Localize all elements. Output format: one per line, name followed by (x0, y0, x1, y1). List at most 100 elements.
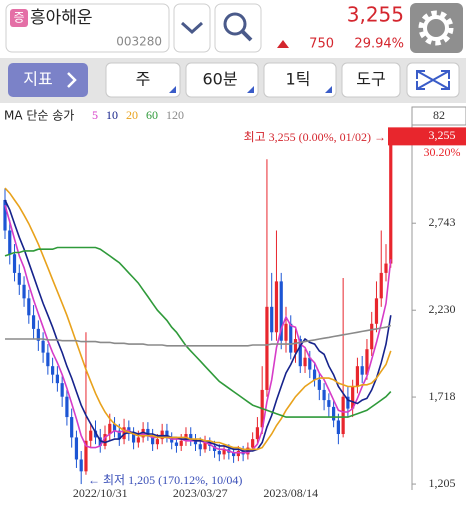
candle-body (232, 452, 236, 457)
last-change-label: 30.20% (424, 145, 461, 159)
candle-body (384, 263, 388, 273)
candle-body (22, 284, 26, 299)
candle-body (370, 323, 374, 350)
legend-entry: 10 (106, 108, 118, 122)
candle-body (193, 439, 198, 445)
ma-line (4, 199, 392, 452)
tools-button[interactable] (341, 62, 401, 98)
tools-label: 도구 (356, 70, 385, 89)
search-icon (223, 12, 247, 36)
corner-mark (247, 86, 254, 93)
y-tick-label: 1,718 (429, 389, 456, 403)
candle-body (117, 430, 121, 440)
candle-body (46, 352, 50, 367)
top-right-label: 82 (433, 108, 445, 122)
x-tick-label: 2023/08/14 (263, 486, 318, 500)
candle-body (293, 339, 298, 353)
period-button[interactable] (105, 62, 181, 98)
candle-body (351, 386, 355, 409)
candle-body (222, 449, 226, 455)
tick-button[interactable] (263, 62, 337, 98)
x-tick-label: 2022/10/31 (73, 486, 128, 500)
candle-body (31, 315, 36, 329)
corner-mark (325, 86, 332, 93)
candle-body (284, 323, 288, 341)
candle-body (217, 450, 221, 455)
candle-body (312, 369, 317, 380)
candle-body (317, 379, 321, 390)
candle-body (360, 366, 364, 375)
candle-body (289, 323, 293, 353)
last-price-label: 3,255 (429, 128, 456, 142)
indicator-label: 지표 (23, 70, 52, 89)
candle-body (346, 396, 350, 409)
candle-body (198, 444, 202, 450)
search-icon-handle (240, 29, 253, 42)
candle-body (112, 423, 117, 431)
candle-body (274, 281, 279, 333)
ma-line (4, 246, 392, 418)
candle-body (170, 437, 174, 443)
candle-body (189, 434, 193, 440)
change-rate: 29.94% (354, 37, 404, 52)
y-tick-label: 2,743 (429, 215, 456, 229)
badge: 증 (13, 11, 24, 25)
candle-body (79, 459, 83, 472)
candle-body (155, 439, 159, 445)
legend-entry: 5 (92, 108, 98, 122)
dropdown-button[interactable] (173, 3, 211, 53)
candle-body (17, 272, 21, 285)
candle-body (89, 430, 93, 441)
candle-body (298, 339, 302, 367)
candle-body (84, 440, 88, 472)
candle-body (322, 389, 326, 401)
candle-body (270, 306, 274, 333)
candle-body (341, 396, 345, 435)
candle-body (365, 349, 369, 375)
y-tick-label: 1,205 (429, 476, 456, 490)
candle-body (136, 437, 140, 443)
high-annotation: 최고 3,255 (0.00%, 01/02) → (244, 130, 386, 144)
candle-body (389, 136, 393, 264)
minute-button[interactable] (185, 62, 259, 98)
settings-button[interactable] (410, 3, 463, 53)
candle-body (55, 374, 59, 384)
candle-body (3, 199, 7, 231)
toolbar-buttons: 주 60분 1틱 도구 (105, 62, 460, 98)
period-label: 주 (136, 70, 151, 89)
candle-body (336, 420, 340, 435)
legend-entry: 20 (126, 108, 138, 122)
candle-body (308, 357, 312, 370)
candle-body (374, 298, 379, 324)
candle-body (255, 427, 260, 440)
gear-icon (423, 15, 449, 41)
candle-body (12, 254, 17, 273)
candle-body (355, 366, 360, 387)
indicator-button[interactable] (8, 63, 88, 97)
legend-entry: 60 (146, 108, 158, 122)
candle-body (74, 437, 79, 460)
indicator-arrow (67, 72, 77, 88)
last-price-box (388, 127, 466, 146)
tick-label: 1틱 (286, 70, 311, 89)
candle-body (203, 442, 207, 450)
stock-box[interactable] (5, 3, 170, 53)
candle-body (151, 435, 155, 445)
badge-bg (10, 9, 28, 27)
x-tick-label: 2023/03/27 (173, 486, 228, 500)
minute-label: 60분 (202, 70, 237, 89)
chevron-icon (180, 21, 204, 35)
search-button[interactable] (214, 3, 262, 53)
candle-body (8, 230, 12, 255)
candle-body (98, 437, 102, 446)
y-tick-label: 2,230 (429, 302, 456, 316)
candle-body (36, 328, 40, 341)
stock-name: 흥아해운 (30, 8, 93, 28)
low-annotation: ← 최저 1,205 (170.12%, 10/04) (88, 473, 242, 487)
candle-body (165, 430, 169, 438)
candle-body (179, 440, 183, 446)
candle-body (65, 396, 69, 418)
candle-body (327, 400, 331, 407)
